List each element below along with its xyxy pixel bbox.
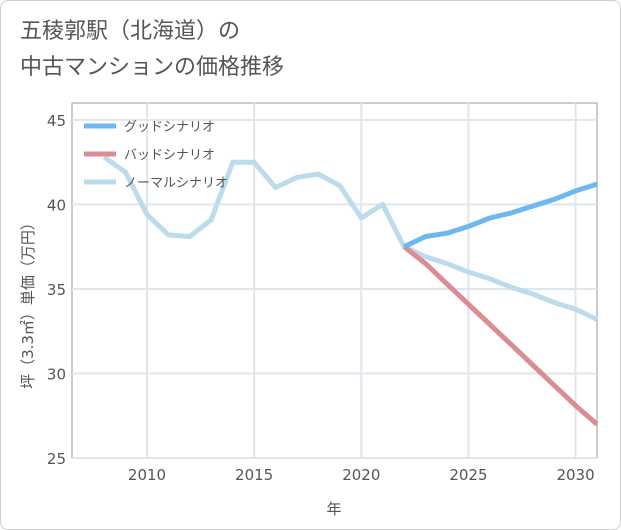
y-tick-label: 35 <box>47 281 66 299</box>
y-tick-label: 40 <box>47 196 66 214</box>
x-tick-label: 2030 <box>556 466 594 484</box>
series-line-0 <box>403 181 598 249</box>
x-axis-label: 年 <box>326 500 341 518</box>
y-axis-label: 坪（3.3㎡）単価（万円） <box>19 215 37 389</box>
x-tick-labels: 2010 2015 2020 2025 2030 <box>128 466 595 484</box>
grid-lines <box>72 103 597 459</box>
legend-label: ノーマルシナリオ <box>124 176 228 191</box>
legend-label: グッドシナリオ <box>124 120 215 135</box>
y-tick-label: 30 <box>47 365 66 383</box>
series-lines <box>102 155 599 427</box>
title-line-1: 五稜郭駅（北海道）の <box>20 19 241 44</box>
series-line-1 <box>402 244 599 427</box>
y-tick-label: 25 <box>47 450 66 468</box>
title-line-2: 中古マンションの価格推移 <box>20 55 285 80</box>
plot-area <box>71 102 598 459</box>
chart-title: 五稜郭駅（北海道）の 中古マンションの価格推移 <box>20 14 284 86</box>
x-tick-label: 2010 <box>128 466 166 484</box>
x-tick-label: 2025 <box>449 466 487 484</box>
y-tick-labels: 25 30 35 40 45 <box>47 112 66 468</box>
y-tick-label: 45 <box>47 112 66 130</box>
x-tick-label: 2020 <box>342 466 380 484</box>
x-tick-label: 2015 <box>235 466 273 484</box>
series-line-2 <box>102 155 599 322</box>
legend-label: バッドシナリオ <box>124 148 215 163</box>
